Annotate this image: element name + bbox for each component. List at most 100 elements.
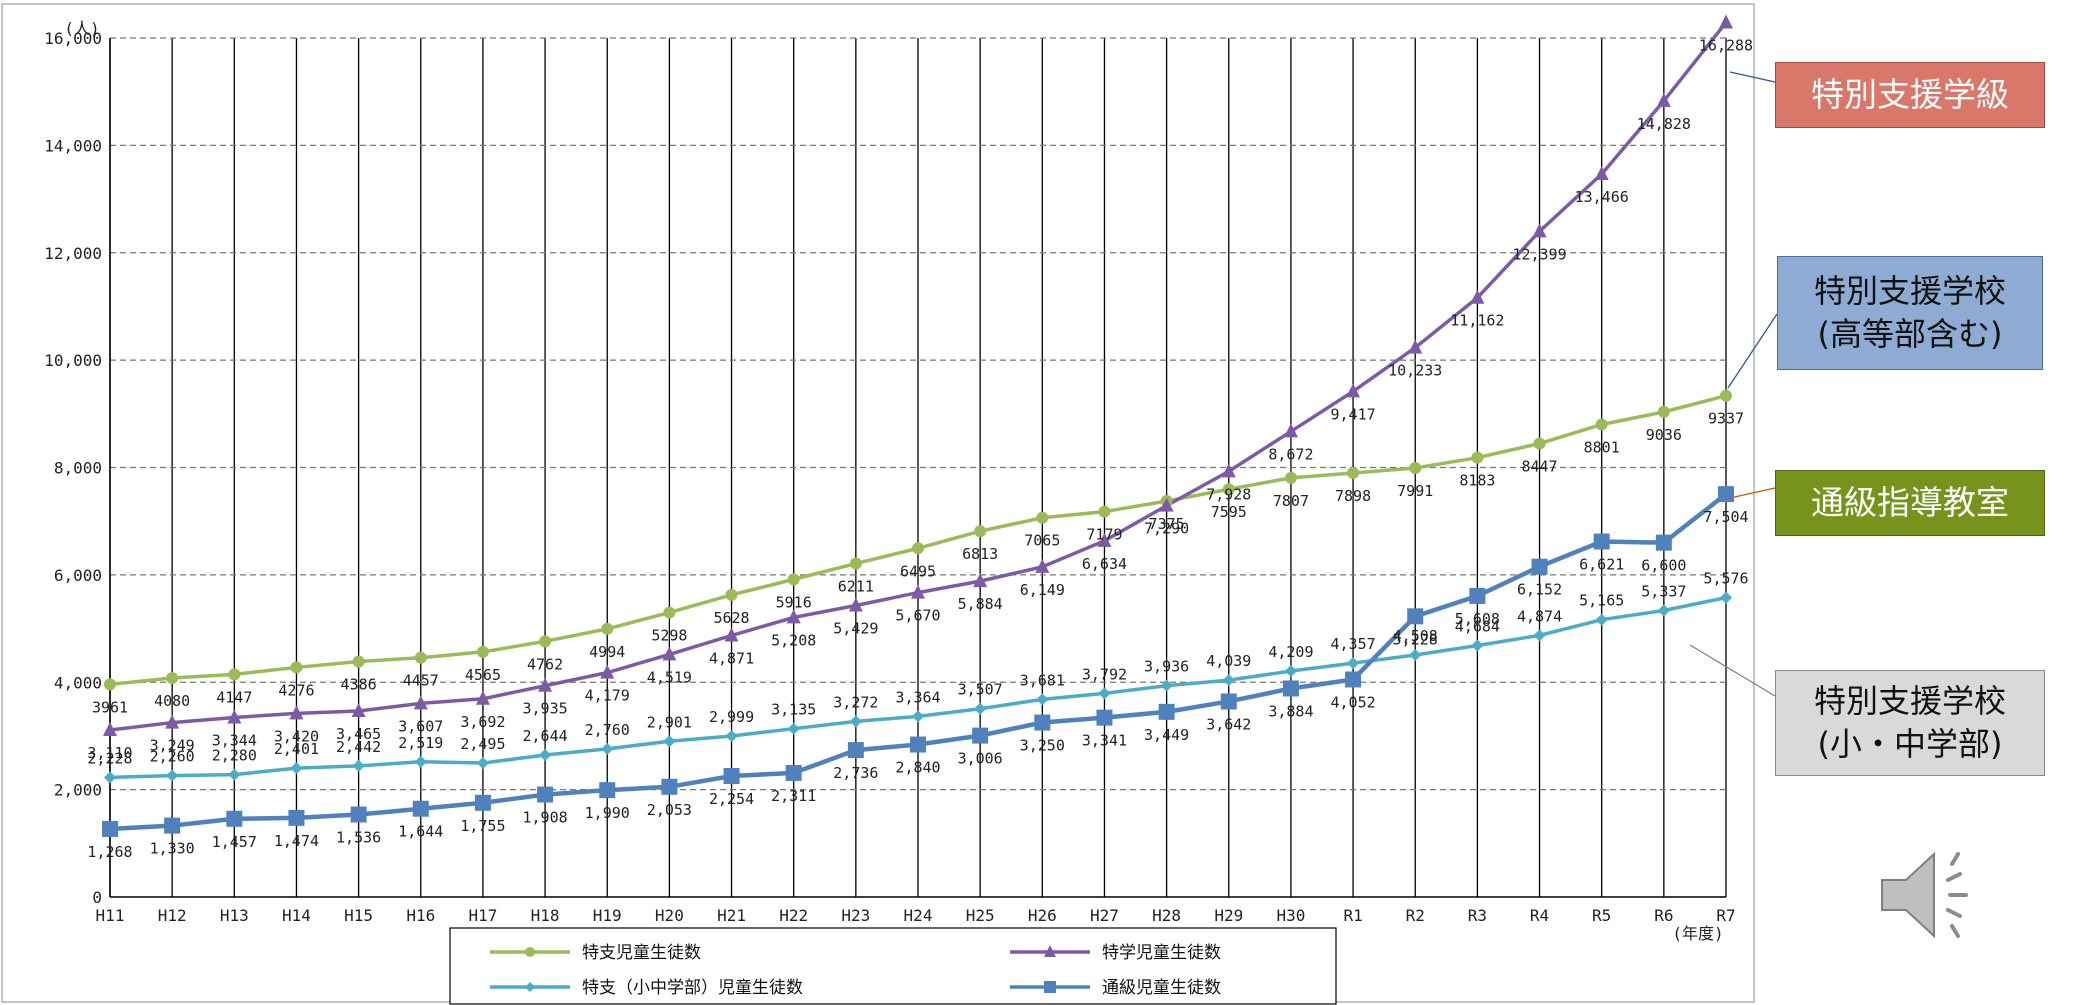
data-label: 5628 <box>713 609 749 627</box>
data-point <box>1044 945 1056 957</box>
data-point <box>974 702 987 715</box>
data-label: 1,474 <box>274 832 319 850</box>
x-tick-label: H14 <box>282 906 311 925</box>
x-tick-label: H12 <box>158 906 187 925</box>
data-label: 3,642 <box>1206 715 1251 733</box>
data-point <box>412 800 429 817</box>
data-label: 3,936 <box>1144 658 1189 676</box>
data-label: 1,755 <box>460 817 505 835</box>
x-tick-label: H18 <box>531 906 560 925</box>
grid <box>109 37 1727 897</box>
data-point <box>600 664 615 679</box>
x-tick-label: R5 <box>1592 906 1611 925</box>
data-label: 11,162 <box>1450 312 1504 330</box>
data-label: 3,507 <box>958 681 1003 699</box>
x-tick-label: H13 <box>220 906 249 925</box>
data-label: 9,417 <box>1330 405 1375 423</box>
data-label: 5,165 <box>1579 592 1624 610</box>
data-point <box>414 651 427 664</box>
data-label: 2,999 <box>709 708 754 726</box>
data-label: 4386 <box>341 676 377 694</box>
data-label: 4,179 <box>585 687 630 705</box>
data-point <box>1718 486 1734 503</box>
data-point <box>1282 680 1299 697</box>
data-point <box>663 735 676 748</box>
data-point <box>1657 405 1670 418</box>
x-tick-label: H25 <box>966 906 995 925</box>
data-label: 3,364 <box>895 688 940 706</box>
legend-label: 特支（小中学部）児童生徒数 <box>582 978 803 998</box>
data-label: 10,233 <box>1388 362 1442 380</box>
data-label: 5916 <box>776 593 812 611</box>
y-tick-label: 12,000 <box>44 244 102 263</box>
data-label: 4,508 <box>1393 627 1438 645</box>
data-point <box>1345 671 1362 688</box>
data-label: 1,457 <box>212 833 257 851</box>
data-point <box>1284 471 1297 484</box>
data-point <box>787 722 800 735</box>
data-point <box>476 757 489 770</box>
data-point <box>165 714 180 729</box>
annotation-tokubetsu-shien-gakko-shochu: 特別支援学校 (小・中学部) <box>1775 670 2045 776</box>
series-markers <box>102 14 1734 837</box>
data-label: 2,760 <box>585 721 630 739</box>
annotation-tokubetsu-shien-gakko-koto: 特別支援学校 (高等部含む) <box>1777 256 2043 370</box>
y-tick-label: 10,000 <box>44 351 102 370</box>
data-point <box>1470 289 1485 304</box>
data-label: 3,135 <box>771 701 816 719</box>
data-point <box>288 809 305 826</box>
data-point <box>973 573 988 588</box>
data-point <box>1594 166 1609 181</box>
data-label: 2,401 <box>274 740 319 758</box>
legend-label: 特学児童生徒数 <box>1102 943 1221 963</box>
data-point <box>1720 591 1732 604</box>
data-point <box>1347 657 1360 670</box>
data-label: 3,110 <box>87 744 132 762</box>
data-point <box>599 782 616 799</box>
data-point <box>786 609 801 624</box>
x-tick-label: H22 <box>779 906 808 925</box>
data-point <box>414 755 427 768</box>
data-label: 7,504 <box>1703 508 1748 526</box>
data-point <box>1408 339 1423 354</box>
data-point <box>1407 608 1424 625</box>
x-tick-label: H15 <box>344 906 373 925</box>
x-tick-label: H26 <box>1028 906 1057 925</box>
x-tick-label: H17 <box>468 906 497 925</box>
data-point <box>1657 604 1670 617</box>
y-tick-label: 6,000 <box>54 566 102 585</box>
data-point <box>912 710 924 723</box>
data-label: 5,208 <box>771 631 816 649</box>
data-label: 2,442 <box>336 738 381 756</box>
data-point <box>1221 463 1236 478</box>
x-tick-label: H19 <box>593 906 622 925</box>
data-label: 4762 <box>527 655 563 673</box>
data-label: 2,280 <box>212 747 257 765</box>
data-label: 2,228 <box>87 749 132 767</box>
data-point <box>1283 423 1298 438</box>
data-label: 4,052 <box>1330 693 1375 711</box>
data-label: 7595 <box>1211 503 1247 521</box>
data-point <box>723 767 740 784</box>
annotation-tokubetsu-shien-gakkyu: 特別支援学級 <box>1775 62 2045 128</box>
data-label: 8801 <box>1584 438 1620 456</box>
data-point <box>972 727 989 744</box>
data-point <box>787 573 800 586</box>
data-point <box>351 702 366 717</box>
data-point <box>474 794 491 811</box>
speaker-icon[interactable] <box>1872 840 1982 950</box>
data-label: 5,670 <box>895 607 940 625</box>
data-point <box>1158 703 1175 720</box>
data-label: 5298 <box>651 627 687 645</box>
data-label: 6211 <box>838 578 874 596</box>
data-point <box>289 705 304 720</box>
data-point <box>724 627 739 642</box>
x-tick-label: H24 <box>904 906 933 925</box>
data-point <box>102 820 118 837</box>
data-point <box>539 749 552 762</box>
data-label: 8183 <box>1459 472 1495 490</box>
data-label: 3,792 <box>1082 665 1127 683</box>
y-tick-label: 0 <box>92 888 102 907</box>
x-tick-label: R4 <box>1530 906 1549 925</box>
data-label: 1,536 <box>336 829 381 847</box>
